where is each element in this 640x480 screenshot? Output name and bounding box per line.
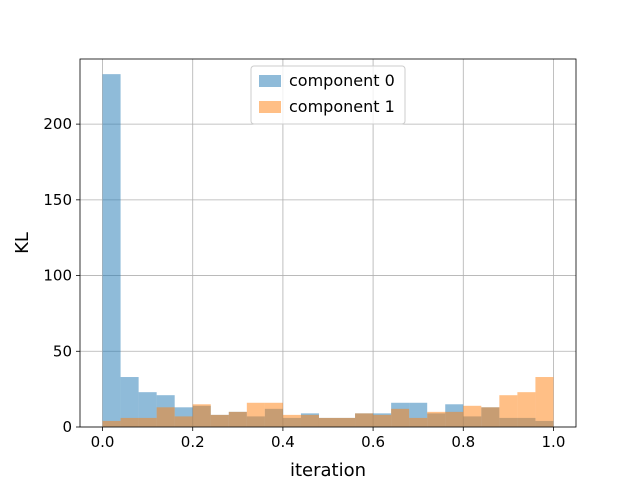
bar-component-1-19 <box>445 411 464 427</box>
bar-component-1-18 <box>427 411 446 427</box>
bar-component-1-11 <box>300 414 319 427</box>
plot-area-frame <box>79 58 577 428</box>
legend-box <box>250 65 406 125</box>
bar-component-1-5 <box>192 404 211 427</box>
bar-component-1-0 <box>102 420 121 427</box>
y-tick-label: 200 <box>43 115 72 133</box>
bar-component-1-24 <box>535 377 554 427</box>
bar-component-1-16 <box>391 408 410 427</box>
x-tick-label: 0.4 <box>271 433 295 451</box>
bar-component-1-15 <box>373 414 392 427</box>
y-axis-title: KL <box>12 232 33 254</box>
x-tick-label: 1.0 <box>542 433 566 451</box>
y-tick-label: 0 <box>62 418 72 436</box>
bar-component-1-1 <box>120 417 139 427</box>
histogram-bars <box>102 74 554 427</box>
legend-swatch-0 <box>259 75 281 87</box>
x-tick-label: 0.2 <box>181 433 205 451</box>
bar-component-1-14 <box>355 413 374 427</box>
y-tick-label: 100 <box>43 267 72 285</box>
bar-component-1-20 <box>463 405 482 427</box>
axis-ticks: 0.0 0.2 0.4 0.6 0.8 1.0 0 50 100 150 200 <box>43 115 565 451</box>
bar-component-0-1 <box>120 377 139 427</box>
bar-component-1-7 <box>228 411 247 427</box>
bar-component-1-3 <box>156 407 175 427</box>
bar-component-1-22 <box>499 395 518 427</box>
bar-component-0-0 <box>102 74 121 427</box>
bar-component-1-6 <box>210 414 229 427</box>
bar-component-1-10 <box>282 414 301 427</box>
x-tick-label: 0.8 <box>451 433 475 451</box>
bar-component-1-9 <box>264 402 283 427</box>
legend-swatch-1 <box>259 101 281 113</box>
x-tick-label: 0.6 <box>361 433 385 451</box>
legend: component 0 component 1 <box>250 65 406 125</box>
bar-component-1-17 <box>409 417 428 427</box>
bar-component-1-8 <box>246 402 265 427</box>
bar-component-1-4 <box>174 416 193 427</box>
y-tick-label: 150 <box>43 191 72 209</box>
y-tick-label: 50 <box>53 342 72 360</box>
legend-label-0: component 0 <box>289 71 395 90</box>
x-axis-title: iteration <box>290 460 366 480</box>
bar-component-1-2 <box>138 417 157 427</box>
bar-component-1-12 <box>318 417 338 427</box>
legend-label-1: component 1 <box>289 97 395 116</box>
bar-component-1-23 <box>517 392 536 427</box>
bar-component-1-21 <box>481 407 500 427</box>
x-tick-label: 0.0 <box>91 433 115 451</box>
bar-component-1-13 <box>337 417 356 427</box>
